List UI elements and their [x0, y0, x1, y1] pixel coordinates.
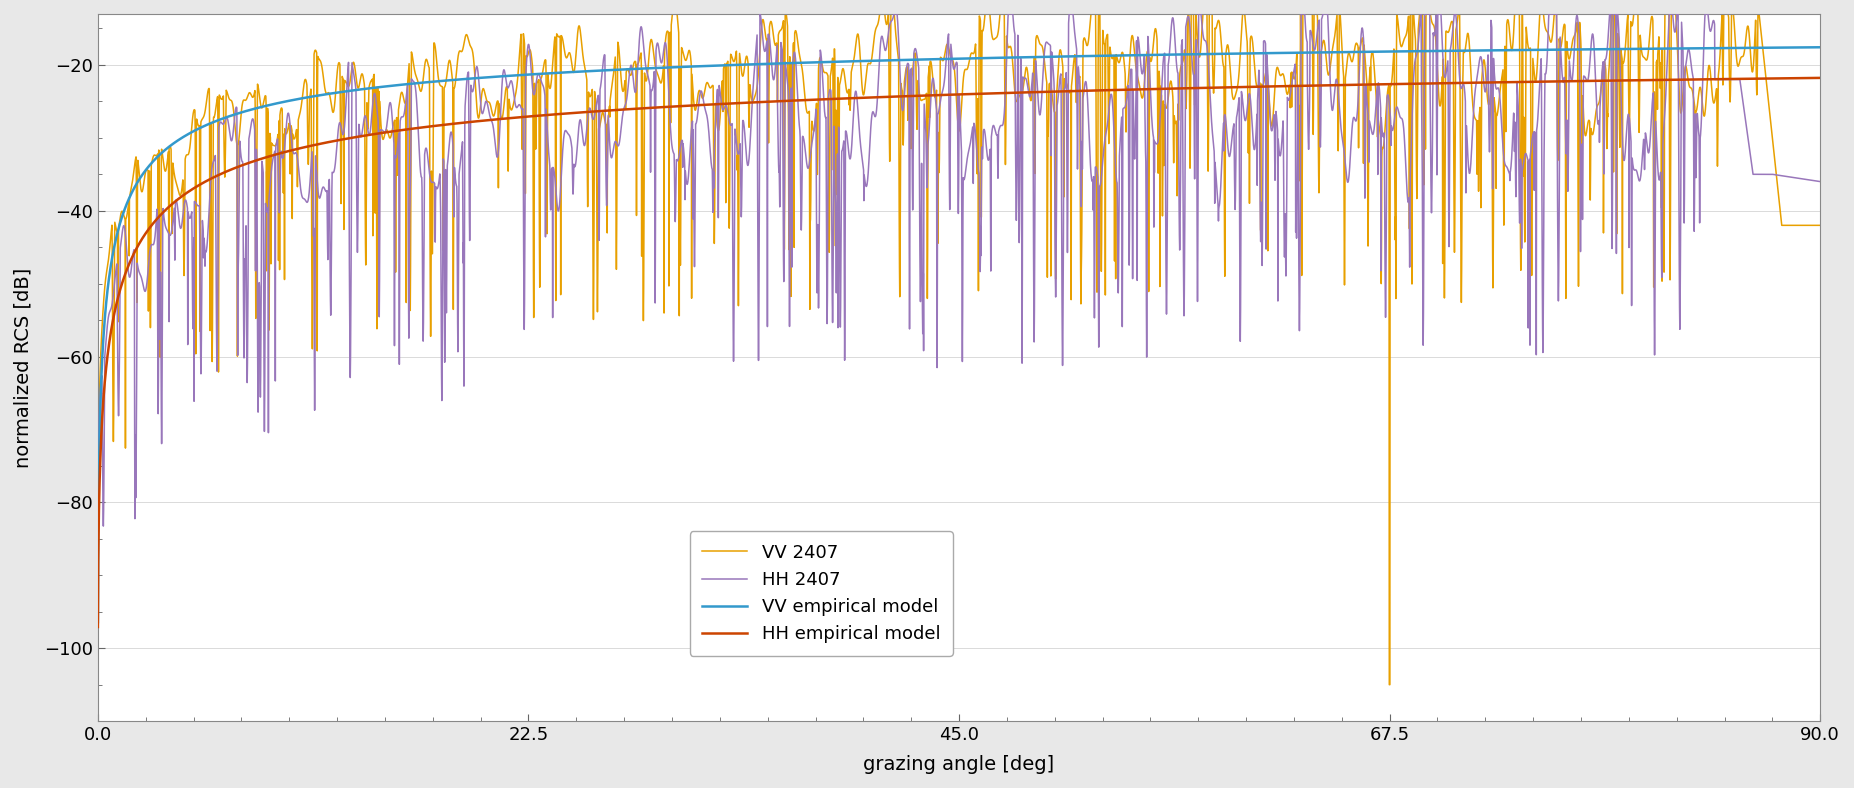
- HH 2407: [749, 9, 771, 19]
- VV 2407: [1378, 680, 1400, 690]
- HH empirical model: [87, 623, 109, 632]
- VV 2407: [87, 574, 109, 584]
- HH empirical model: [1504, 77, 1526, 87]
- VV 2407: [504, 87, 527, 97]
- X-axis label: grazing angle [deg]: grazing angle [deg]: [864, 755, 1055, 774]
- VV 2407: [1810, 221, 1832, 230]
- HH 2407: [736, 158, 758, 167]
- Legend: VV 2407, HH 2407, VV empirical model, HH empirical model: VV 2407, HH 2407, VV empirical model, HH…: [690, 531, 953, 656]
- VV empirical model: [745, 59, 768, 69]
- VV empirical model: [1120, 50, 1142, 60]
- VV 2407: [488, 96, 510, 106]
- Line: VV 2407: VV 2407: [98, 14, 1821, 685]
- VV 2407: [736, 53, 758, 62]
- VV empirical model: [1207, 49, 1229, 58]
- Y-axis label: normalized RCS [dB]: normalized RCS [dB]: [13, 267, 33, 467]
- HH empirical model: [1120, 85, 1142, 95]
- VV empirical model: [87, 618, 109, 627]
- HH 2407: [495, 81, 517, 91]
- HH empirical model: [1810, 73, 1832, 83]
- HH 2407: [504, 102, 527, 111]
- VV empirical model: [1372, 46, 1394, 56]
- VV 2407: [662, 9, 684, 19]
- Line: HH empirical model: HH empirical model: [98, 78, 1821, 627]
- Line: VV empirical model: VV empirical model: [98, 47, 1821, 623]
- HH 2407: [87, 551, 109, 560]
- HH empirical model: [745, 98, 768, 107]
- HH empirical model: [1372, 80, 1394, 89]
- VV 2407: [1797, 221, 1819, 230]
- Line: HH 2407: HH 2407: [98, 14, 1821, 556]
- VV empirical model: [1810, 43, 1832, 52]
- VV empirical model: [400, 79, 423, 88]
- HH empirical model: [400, 125, 423, 134]
- HH 2407: [858, 138, 881, 147]
- VV 2407: [858, 59, 881, 69]
- VV 2407: [495, 82, 517, 91]
- HH 2407: [1810, 177, 1832, 186]
- VV empirical model: [1504, 46, 1526, 55]
- HH 2407: [1797, 175, 1819, 184]
- HH empirical model: [1207, 83, 1229, 92]
- HH 2407: [488, 151, 510, 161]
